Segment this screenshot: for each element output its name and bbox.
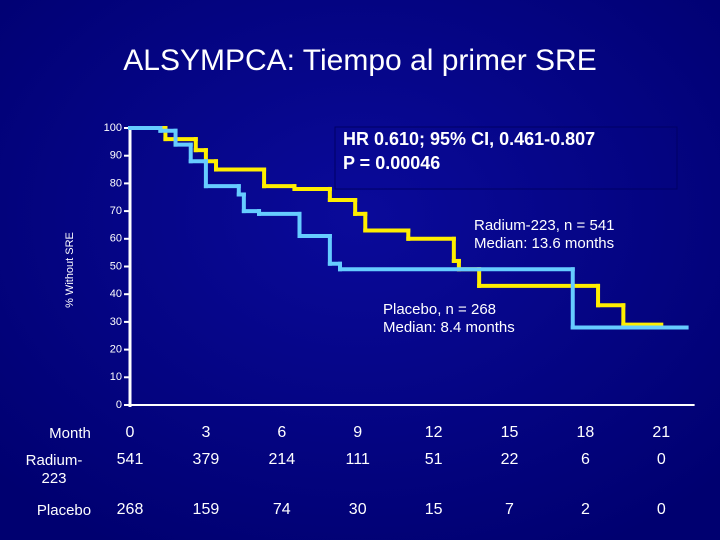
x-tick-label: 3	[201, 424, 210, 441]
x-tick-label: 6	[277, 424, 286, 441]
annotation: Median: 13.6 months	[474, 235, 614, 252]
x-tick-label: 12	[425, 424, 443, 441]
table-cell: 74	[273, 501, 291, 518]
table-cell: 0	[657, 451, 666, 468]
table-cell: 2	[581, 501, 590, 518]
table-row-label: Placebo	[36, 502, 92, 519]
y-tick-label: 10	[110, 371, 122, 383]
table-cell: 541	[117, 451, 144, 468]
x-tick-label: 9	[353, 424, 362, 441]
y-tick-label: 90	[110, 150, 122, 162]
table-cell: 6	[581, 451, 590, 468]
table-header: Month	[49, 425, 91, 442]
annotation: Radium-223, n = 541	[474, 217, 615, 234]
table-cell: 15	[425, 501, 443, 518]
table-cell: 7	[505, 501, 514, 518]
x-tick-label: 18	[577, 424, 595, 441]
x-tick-label: 21	[652, 424, 670, 441]
y-axis-label: % Without SRE	[64, 232, 76, 308]
y-tick-label: 30	[110, 316, 122, 328]
table-cell: 0	[657, 501, 666, 518]
annotation: Median: 8.4 months	[383, 319, 515, 336]
y-tick-label: 100	[104, 122, 122, 134]
y-tick-label: 0	[116, 399, 122, 411]
y-tick-label: 50	[110, 260, 122, 272]
annotation: HR 0.610; 95% CI, 0.461-0.807	[343, 129, 595, 149]
table-cell: 214	[268, 451, 295, 468]
table-cell: 268	[117, 501, 144, 518]
table-cell: 111	[346, 451, 370, 468]
y-tick-label: 80	[110, 177, 122, 189]
table-cell: 379	[193, 451, 220, 468]
annotation-box	[334, 126, 678, 190]
y-tick-label: 40	[110, 288, 122, 300]
y-tick-label: 70	[110, 205, 122, 217]
x-tick-label: 0	[126, 424, 135, 441]
annotation: P = 0.00046	[343, 153, 440, 173]
y-tick-label: 20	[110, 344, 122, 356]
table-cell: 51	[425, 451, 443, 468]
table-row-label: Radium-223	[25, 452, 83, 487]
x-tick-label: 15	[501, 424, 519, 441]
table-cell: 159	[193, 501, 220, 518]
annotation: Placebo, n = 268	[383, 301, 496, 318]
y-tick-label: 60	[110, 233, 122, 245]
chart-title: ALSYMPCA: Tiempo al primer SRE	[123, 44, 596, 77]
table-cell: 30	[349, 501, 367, 518]
table-cell: 22	[501, 451, 519, 468]
